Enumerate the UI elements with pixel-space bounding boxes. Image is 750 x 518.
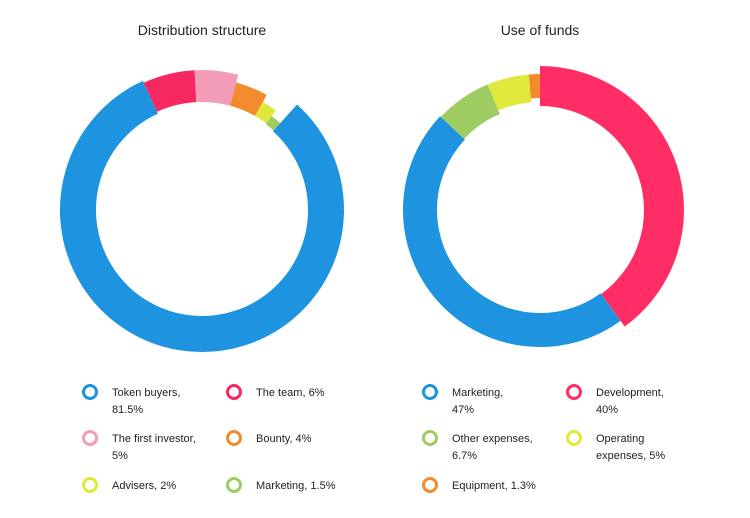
donut-slice-the-first-investor: [194, 70, 239, 106]
legend-item-equipment: Equipment, 1.3%: [422, 477, 582, 495]
donut-slice-advisers: [254, 101, 276, 124]
legend-label: Marketing, 47%: [452, 387, 504, 416]
donut-slice-other-expenses: [440, 84, 501, 140]
donut-slice-marketing: [265, 116, 281, 131]
legend-item-first-investor: The first investor, 5%: [82, 430, 197, 465]
ring-icon: [82, 477, 98, 493]
legend-label: Bounty, 4%: [256, 433, 312, 445]
ring-icon: [226, 477, 242, 493]
donut-slice-the-team: [143, 70, 197, 112]
legend-label: Advisers, 2%: [112, 480, 177, 492]
legend-item-operating-expenses: Operating expenses, 5%: [566, 430, 676, 465]
distribution-donut-chart: [60, 70, 344, 352]
chart-title-distribution: Distribution structure: [137, 22, 267, 38]
ring-icon: [422, 384, 438, 400]
ring-icon: [226, 430, 242, 446]
ring-icon: [82, 384, 98, 400]
ring-icon: [422, 477, 438, 493]
donut-slice-token-buyers: [60, 80, 344, 352]
legend-label: Equipment, 1.3%: [452, 480, 536, 492]
ring-icon: [226, 384, 242, 400]
legend-label: Token buyers, 81.5%: [112, 387, 181, 416]
legend-item-marketing-funds: Marketing, 47%: [422, 384, 522, 419]
legend-label: The team, 6%: [256, 387, 325, 399]
legend-item-other-expenses: Other expenses, 6.7%: [422, 430, 547, 465]
ring-icon: [566, 384, 582, 400]
donut-slice-development: [539, 66, 684, 327]
legend-label: Other expenses, 6.7%: [452, 433, 533, 462]
ring-icon: [422, 430, 438, 446]
legend-item-token-buyers: Token buyers, 81.5%: [82, 384, 212, 419]
chart-title-use-of-funds: Use of funds: [500, 22, 580, 38]
legend-item-bounty: Bounty, 4%: [226, 430, 356, 448]
legend-label: Operating expenses, 5%: [596, 433, 666, 462]
donut-slice-bounty: [229, 82, 267, 117]
donut-slice-operating-expenses: [487, 74, 532, 111]
ring-icon: [82, 430, 98, 446]
legend-item-development: Development, 40%: [566, 384, 678, 419]
legend-label: The first investor, 5%: [112, 433, 196, 462]
ring-icon: [566, 430, 582, 446]
legend-label: Marketing, 1.5%: [256, 480, 336, 492]
donut-slice-marketing: [403, 116, 621, 347]
legend-item-marketing-distribution: Marketing, 1.5%: [226, 477, 356, 495]
legend-item-advisers: Advisers, 2%: [82, 477, 212, 495]
legend-label: Development, 40%: [596, 387, 664, 416]
legend-item-the-team: The team, 6%: [226, 384, 326, 402]
use-of-funds-donut-chart: [403, 66, 684, 347]
